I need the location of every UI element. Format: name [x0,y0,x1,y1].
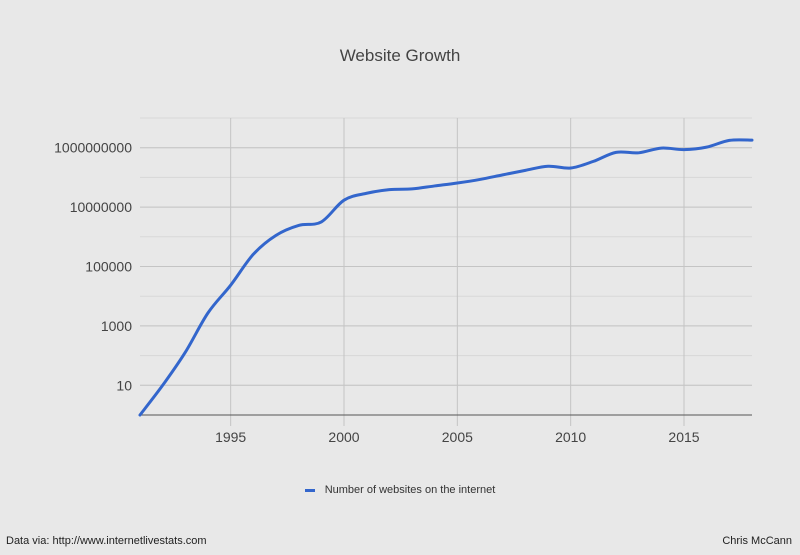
x-tick-label: 2000 [328,429,359,445]
chart-title: Website Growth [339,46,461,65]
y-tick-label: 10000000 [70,199,133,215]
legend[interactable]: Number of websites on the internet [0,484,800,496]
y-tick-label: 10 [116,377,132,393]
data-source-note: Data via: http://www.internetlivestats.c… [6,535,207,547]
y-tick-label: 100000 [85,259,132,275]
y-axis-ticks: 10 1000 100000 10000000 1000000000 [54,140,132,394]
author-credit: Chris McCann [722,535,792,547]
legend-swatch [304,488,315,492]
gridlines [140,117,752,426]
x-tick-label: 2015 [668,429,699,445]
series-layer [138,138,754,417]
x-axis-ticks: 1995 2000 2005 2010 2015 [215,429,700,445]
series-line-0[interactable] [138,138,754,417]
y-tick-label: 1000 [101,318,132,334]
x-tick-label: 1995 [215,429,246,445]
x-tick-label: 2005 [442,429,473,445]
legend-label: Number of websites on the internet [324,484,496,496]
x-tick-label: 2010 [555,429,586,445]
y-tick-label: 1000000000 [54,140,132,156]
